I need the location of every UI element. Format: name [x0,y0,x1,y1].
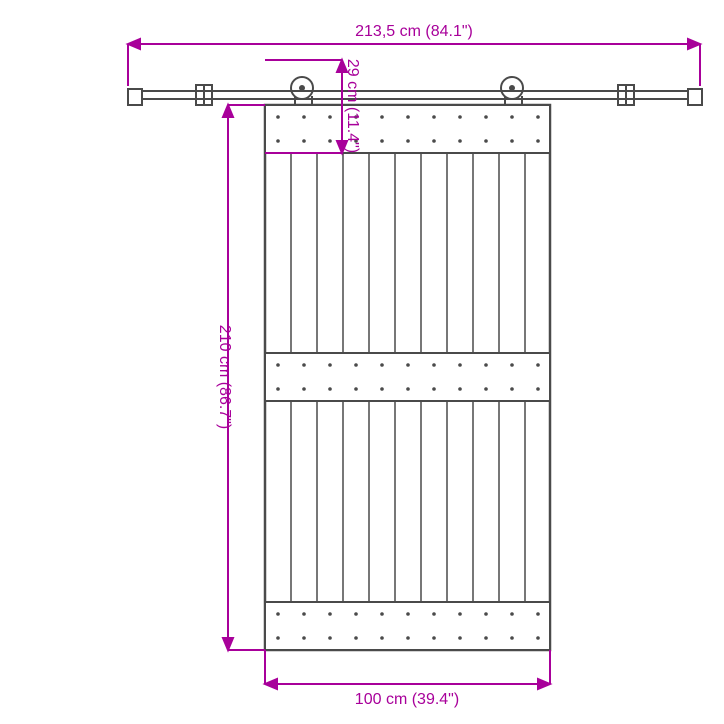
dimension-diagram: 213,5 cm (84.1") 29 cm (11.4") 210 cm (8… [0,0,724,724]
dim-top-panel-label: 29 cm (11.4") [344,59,361,153]
dim-door-width-label: 100 cm (39.4") [355,691,459,708]
dim-rail-width [128,39,700,86]
cross-panel-bottom [265,602,550,650]
dim-door-width [265,650,550,689]
cross-panel-middle [265,353,550,401]
dim-door-height-label: 210 cm (86.7") [216,325,233,429]
dim-rail-width-label: 213,5 cm (84.1") [355,23,473,40]
rail-assembly [128,85,702,105]
cross-panel-top [265,105,550,153]
